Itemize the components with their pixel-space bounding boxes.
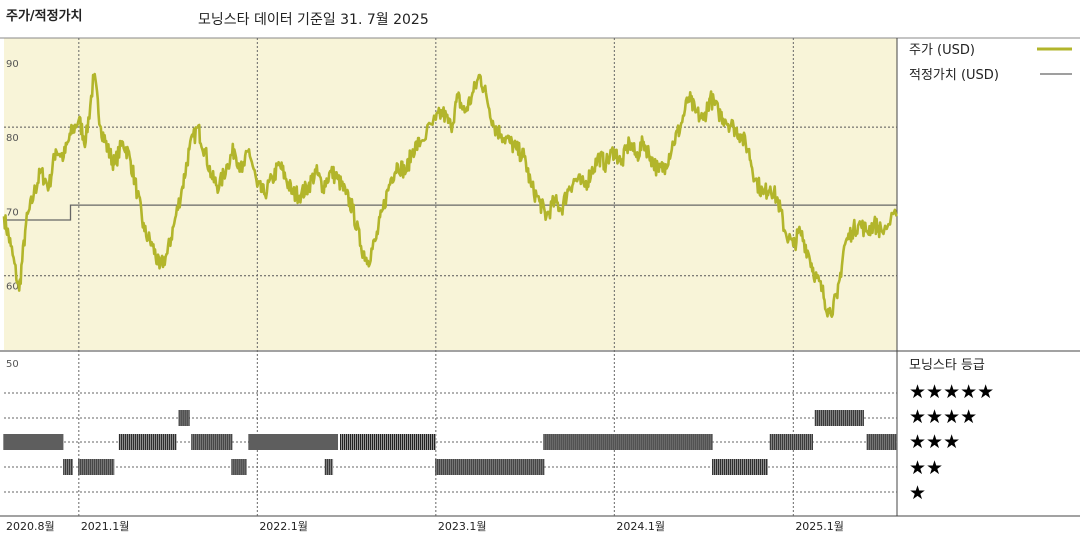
rating-segment-6 — [231, 459, 247, 475]
x-tick-label-1: 2021.1월 — [81, 520, 130, 533]
rating-y-tick-label-50: 50 — [6, 359, 19, 370]
rating-bars — [3, 410, 897, 475]
rating-stars-5: ★★★★★ — [909, 381, 994, 403]
chart-subtitle: 모닝스타 데이터 기준일 31. 7월 2025 — [198, 12, 429, 28]
rating-segment-4 — [178, 410, 190, 426]
y-tick-label-90: 90 — [6, 59, 19, 70]
rating-segment-fill-3 — [119, 434, 177, 450]
rating-legend-title: 모닝스타 등급 — [909, 358, 985, 373]
rating-segment-11 — [543, 434, 713, 450]
rating-stars-2: ★★ — [909, 457, 943, 479]
y-tick-label-70: 70 — [6, 207, 19, 218]
rating-segment-13 — [769, 434, 813, 450]
x-tick-label-4: 2024.1월 — [616, 520, 665, 533]
rating-segment-3 — [118, 434, 177, 450]
rating-segment-5 — [191, 434, 233, 450]
chart-title: 주가/적정가치 — [6, 9, 83, 24]
price-panel-background — [4, 38, 897, 350]
rating-segment-2 — [78, 459, 115, 475]
rating-segment-9 — [340, 434, 436, 450]
rating-stars-4: ★★★★ — [909, 406, 977, 428]
x-tick-label-2: 2022.1월 — [259, 520, 308, 533]
rating-segment-fill-4 — [179, 410, 190, 426]
rating-segment-1 — [63, 459, 73, 475]
rating-segment-fill-1 — [63, 459, 73, 475]
series-line-fair-value — [4, 204, 897, 221]
rating-stars-3: ★★★ — [909, 431, 960, 453]
x-tick-label-0: 2020.8월 — [6, 520, 55, 533]
rating-segment-8 — [324, 459, 334, 475]
series-line-price — [2, 72, 898, 319]
x-axis-ticks: 2020.8월 2021.1월 2022.1월 2023.1월 2024.1월 2025.… — [6, 520, 844, 533]
rating-segment-7 — [248, 434, 339, 450]
rating-segment-15 — [866, 434, 897, 450]
rating-segment-10 — [435, 459, 545, 475]
rating-segment-0 — [3, 434, 64, 450]
rating-segment-12 — [712, 459, 768, 475]
rating-segment-14 — [814, 410, 864, 426]
x-tick-label-5: 2025.1월 — [795, 520, 844, 533]
rating-stars-1: ★ — [909, 482, 926, 504]
y-axis-ticks: 60 70 80 90 50 — [6, 59, 19, 370]
y-tick-label-80: 80 — [6, 133, 19, 144]
y-tick-label-60: 60 — [6, 282, 19, 293]
x-tick-label-3: 2023.1월 — [438, 520, 487, 533]
legend-fair-label: 적정가치 (USD) — [909, 68, 999, 83]
legend-price-label: 주가 (USD) — [909, 43, 975, 58]
